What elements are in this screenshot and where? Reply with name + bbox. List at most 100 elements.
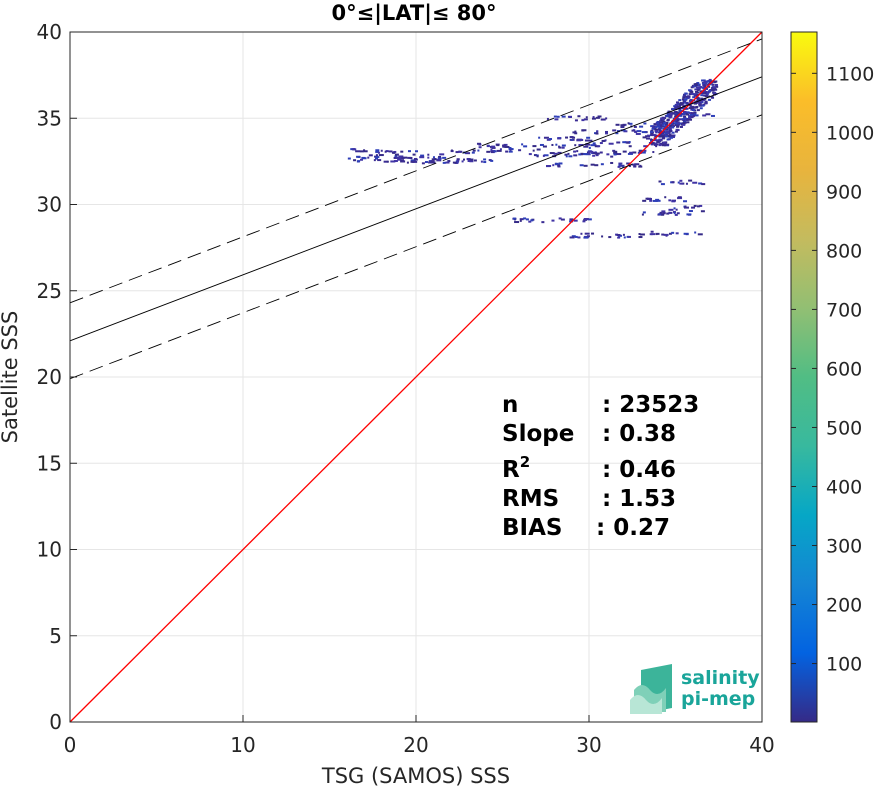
density-cell — [508, 150, 513, 153]
density-cell — [539, 143, 544, 146]
density-cell — [671, 131, 675, 134]
density-cell — [439, 153, 445, 156]
density-cell — [594, 152, 600, 155]
density-cell — [685, 107, 689, 110]
density-cell — [671, 107, 675, 110]
density-cell — [649, 233, 653, 236]
density-cell — [682, 123, 686, 126]
stat-r2-value: : 0.46 — [602, 457, 676, 483]
density-cell — [689, 115, 693, 118]
density-cell — [633, 125, 637, 128]
density-cell — [561, 115, 566, 118]
colorbar-tick-label: 100 — [826, 654, 862, 676]
density-cell — [704, 95, 708, 98]
density-cell — [618, 162, 623, 165]
density-cell — [676, 107, 680, 110]
y-tick-label: 35 — [37, 106, 62, 130]
density-cell — [702, 82, 706, 85]
density-cell — [584, 232, 590, 235]
density-cell — [571, 235, 576, 238]
density-cell — [523, 145, 528, 148]
density-cell — [394, 153, 399, 156]
density-cell — [708, 90, 712, 93]
density-cell — [502, 144, 507, 147]
density-cell — [663, 133, 667, 136]
regression-bound-line — [69, 114, 763, 380]
density-cell — [639, 125, 644, 128]
density-cell — [521, 143, 524, 146]
density-cell — [627, 152, 633, 155]
density-cell — [585, 116, 588, 119]
density-cell — [638, 165, 643, 168]
density-cell — [373, 159, 376, 162]
density-cell — [685, 95, 689, 98]
density-cell — [612, 129, 617, 132]
density-cell — [696, 82, 700, 85]
density-cell — [601, 235, 604, 238]
density-cell — [696, 93, 700, 96]
salinity-pi-mep-logo: salinity pi-mep — [630, 664, 760, 714]
density-cell — [569, 136, 574, 139]
density-cell — [683, 110, 687, 113]
density-cell — [616, 153, 622, 156]
density-cell — [634, 163, 640, 166]
density-cell — [668, 199, 672, 202]
density-cell — [651, 142, 655, 145]
density-cell — [703, 82, 707, 85]
density-cell — [711, 87, 715, 90]
density-cell — [386, 160, 389, 163]
density-cell — [696, 88, 700, 91]
density-cell — [375, 156, 380, 159]
density-cell — [656, 140, 660, 143]
density-cell — [665, 121, 669, 124]
density-cell — [678, 99, 682, 102]
density-cell — [561, 146, 565, 149]
density-cell — [654, 142, 658, 145]
density-cell — [553, 115, 557, 118]
density-cell — [670, 122, 674, 125]
density-cell — [428, 161, 433, 164]
density-cell — [674, 130, 678, 133]
colorbar-tick-label: 800 — [826, 240, 862, 262]
density-cell — [685, 97, 689, 100]
density-cell — [663, 122, 667, 125]
density-cell — [675, 232, 679, 235]
density-cell — [549, 152, 555, 155]
density-cell — [378, 154, 384, 157]
density-cell — [430, 160, 435, 163]
density-cell — [679, 179, 683, 182]
density-cell — [413, 158, 418, 161]
density-cell — [588, 146, 591, 149]
density-cell — [620, 126, 625, 129]
density-cell — [478, 146, 482, 149]
density-cell — [623, 236, 626, 239]
density-cell — [676, 101, 680, 104]
density-cell — [431, 161, 436, 164]
density-cell — [683, 115, 687, 118]
x-tick-label: 10 — [230, 733, 255, 757]
density-cell — [714, 80, 718, 83]
density-cell — [710, 95, 714, 98]
density-cell — [691, 109, 695, 112]
density-cell — [461, 160, 464, 163]
density-cell — [663, 117, 667, 120]
density-cell — [666, 113, 670, 116]
density-cell — [576, 150, 579, 153]
colorbar — [790, 31, 818, 723]
density-cell — [662, 137, 666, 140]
density-cell — [668, 128, 672, 131]
x-tick-label: 30 — [576, 733, 601, 757]
density-cell — [523, 217, 527, 220]
density-cell — [512, 217, 516, 220]
density-cell — [668, 127, 672, 130]
density-cell — [684, 112, 688, 115]
density-cell — [655, 145, 658, 148]
density-cell — [621, 165, 624, 168]
density-cell — [613, 153, 617, 156]
density-cell — [702, 114, 707, 117]
density-cell — [695, 105, 699, 108]
density-cell — [573, 150, 577, 153]
density-cell — [662, 212, 666, 215]
density-cell — [661, 125, 665, 128]
density-cell — [659, 211, 663, 214]
